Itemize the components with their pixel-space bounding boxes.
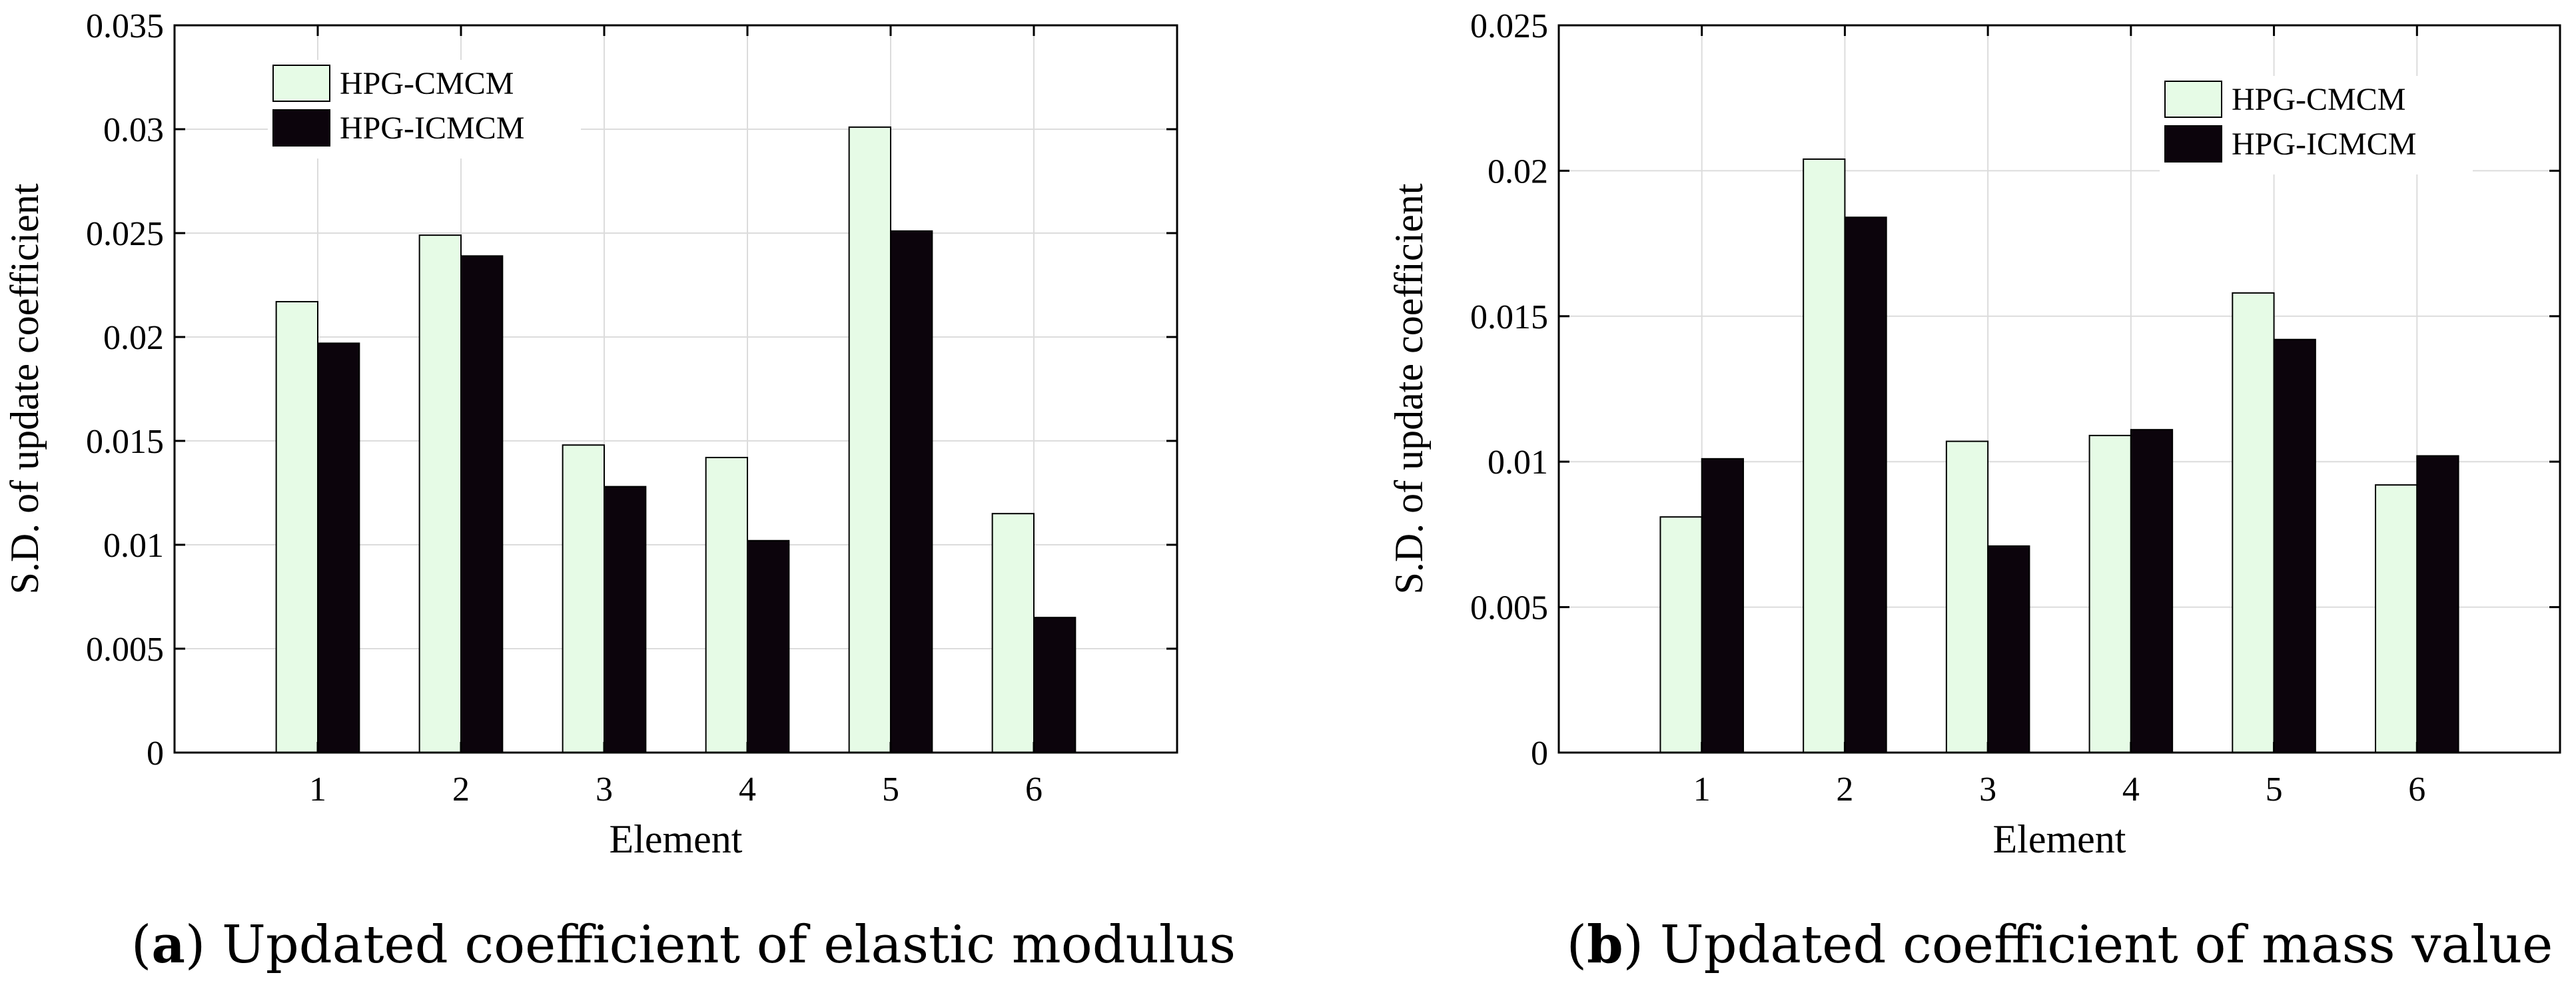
legend-label: HPG-ICMCM <box>340 111 524 146</box>
y-tick-label: 0.005 <box>1470 589 1548 627</box>
bar <box>705 456 749 754</box>
bar <box>2416 455 2459 753</box>
bar <box>1945 440 1989 754</box>
axes-frame <box>1557 24 2561 754</box>
panel-letter: a <box>151 914 185 975</box>
bar <box>747 539 790 753</box>
legend-label: HPG-CMCM <box>340 66 514 101</box>
bar <box>1701 458 1744 753</box>
bar <box>1803 158 1846 754</box>
y-tick-label: 0.025 <box>1470 7 1548 45</box>
bar <box>604 486 647 753</box>
x-axis-label: Element <box>1993 817 2126 861</box>
y-tick-label: 0.005 <box>86 631 164 669</box>
ticks: 0 0.005 0.01 0.015 0.02 0.025 0.03 0.035 1 2 3 4 5 6 <box>86 7 1177 809</box>
legend-label: HPG-CMCM <box>2232 82 2405 117</box>
y-tick-label: 0.035 <box>86 7 164 45</box>
x-tick-label: 2 <box>452 771 470 809</box>
legend-swatch <box>272 109 330 147</box>
x-tick-label: 6 <box>2408 771 2425 809</box>
bar <box>562 444 606 753</box>
bar <box>317 342 360 753</box>
bar <box>2130 429 2174 753</box>
y-tick-label: 0.03 <box>103 111 164 149</box>
chart-panel-a: 0 0.005 0.01 0.015 0.02 0.025 0.03 0.035 1 2 3 4 5 6 E… <box>3 7 1236 975</box>
x-axis-label: Element <box>610 817 743 861</box>
legend-swatch <box>2164 125 2222 163</box>
series-HPG-ICMCM <box>1701 216 2459 753</box>
bar <box>991 513 1035 753</box>
bar <box>2375 484 2418 753</box>
bar <box>1033 617 1076 754</box>
axes-frame <box>173 24 1178 754</box>
bar <box>2232 292 2275 753</box>
bar <box>2273 338 2316 753</box>
legend-swatch <box>272 65 330 102</box>
x-tick-label: 5 <box>2266 771 2283 809</box>
bar <box>848 126 892 753</box>
bar <box>890 230 933 753</box>
bar <box>460 255 504 753</box>
bar <box>1659 516 1703 754</box>
panel-caption: (a) Updated coefficient of elastic modul… <box>131 914 1236 975</box>
y-axis-label: S.D. of update coefficient <box>3 183 47 594</box>
y-tick-label: 0.02 <box>103 319 164 357</box>
x-tick-label: 5 <box>882 771 899 809</box>
y-tick-label: 0.01 <box>103 527 164 565</box>
y-axis-label: S.D. of update coefficient <box>1387 183 1431 594</box>
bar <box>418 234 462 753</box>
ticks: 0 0.005 0.01 0.015 0.02 0.025 1 2 3 4 5 6 <box>1470 7 2560 809</box>
series-HPG-CMCM <box>1659 158 2418 754</box>
x-tick-label: 4 <box>2122 771 2140 809</box>
legend-swatch <box>2164 81 2222 118</box>
y-tick-label: 0 <box>1531 735 1548 773</box>
series-HPG-ICMCM <box>317 230 1076 754</box>
y-tick-label: 0 <box>147 735 164 773</box>
bar <box>1987 545 2030 753</box>
bar <box>1844 216 1887 753</box>
legend: HPG-CMCM HPG-ICMCM <box>2160 76 2473 174</box>
x-tick-label: 4 <box>739 771 756 809</box>
x-tick-label: 2 <box>1836 771 1853 809</box>
bar <box>2088 434 2132 753</box>
bar <box>275 300 318 753</box>
y-tick-label: 0.02 <box>1488 153 1548 190</box>
x-tick-label: 6 <box>1025 771 1043 809</box>
chart-panel-b: 0 0.005 0.01 0.015 0.02 0.025 1 2 3 4 5 6 Element S.D… <box>1387 7 2561 975</box>
y-tick-label: 0.015 <box>1470 298 1548 336</box>
x-tick-label: 1 <box>309 771 326 809</box>
x-tick-label: 3 <box>596 771 613 809</box>
x-tick-label: 3 <box>1979 771 1996 809</box>
legend-label: HPG-ICMCM <box>2232 127 2416 162</box>
y-tick-label: 0.01 <box>1488 444 1548 482</box>
x-tick-label: 1 <box>1693 771 1711 809</box>
y-tick-label: 0.015 <box>86 423 164 461</box>
y-tick-label: 0.025 <box>86 215 164 253</box>
panel-letter: b <box>1587 914 1623 975</box>
panel-caption: (b) Updated coefficient of mass value <box>1567 914 2553 975</box>
legend: HPG-CMCM HPG-ICMCM <box>268 60 581 159</box>
